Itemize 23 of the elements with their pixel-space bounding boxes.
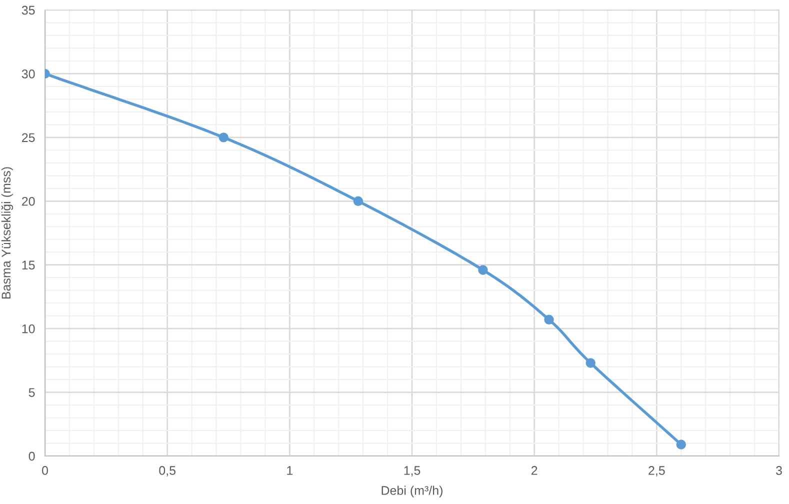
y-tick-label: 35 (22, 6, 35, 15)
x-tick-label: 1 (287, 466, 293, 475)
point (544, 314, 554, 325)
x-tick-label: 2,5 (648, 466, 665, 476)
x-tick-label: 2 (531, 466, 538, 475)
point (586, 358, 596, 368)
y-axis-title: Basma Yüksekliği (mss) (1, 167, 14, 299)
y-tick-label: 30 (22, 70, 35, 78)
point (353, 196, 364, 206)
x-tick-label: 1,5 (404, 466, 420, 476)
y-tick-label: 25 (22, 133, 35, 142)
point (218, 132, 228, 142)
y-tick-label: 20 (22, 196, 35, 206)
y-tick-label: 10 (22, 324, 35, 334)
y-tick-label: 0 (28, 452, 35, 461)
x-tick-label: 0 (42, 466, 48, 475)
point (676, 440, 686, 450)
x-tick-label: 0,5 (159, 466, 176, 476)
y-tick-label: 15 (22, 260, 35, 270)
x-axis-title: Debi (m³/h) (382, 486, 442, 498)
y-tick-label: 5 (28, 388, 35, 397)
x-tick-label: 3 (776, 466, 782, 475)
point (478, 265, 488, 275)
